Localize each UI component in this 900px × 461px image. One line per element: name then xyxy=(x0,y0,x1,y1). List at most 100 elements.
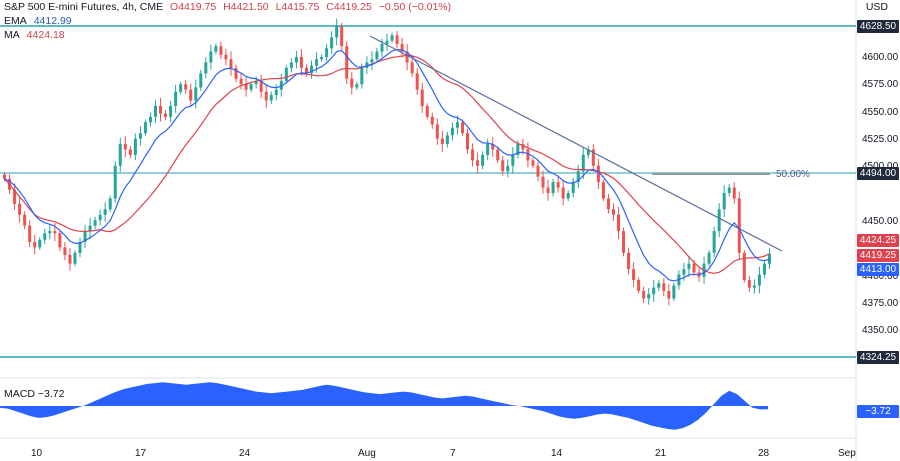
currency-label[interactable]: USD xyxy=(865,1,888,13)
candle-body[interactable] xyxy=(717,209,721,232)
candle-body[interactable] xyxy=(506,165,510,172)
candle-body[interactable] xyxy=(385,40,389,44)
candle-body[interactable] xyxy=(627,252,631,270)
candle-body[interactable] xyxy=(581,154,585,172)
candle-body[interactable] xyxy=(103,209,107,215)
candle-body[interactable] xyxy=(556,182,560,188)
candle-body[interactable] xyxy=(516,144,520,155)
candle-body[interactable] xyxy=(28,225,32,242)
candle-body[interactable] xyxy=(93,220,97,226)
candle-body[interactable] xyxy=(687,263,691,270)
candle-body[interactable] xyxy=(209,51,213,63)
candle-body[interactable] xyxy=(601,182,605,199)
candle-body[interactable] xyxy=(767,253,771,264)
candle-body[interactable] xyxy=(73,252,77,264)
candle-body[interactable] xyxy=(722,192,726,210)
candle-body[interactable] xyxy=(269,95,273,101)
candle-body[interactable] xyxy=(511,154,515,166)
candle-body[interactable] xyxy=(536,165,540,177)
candle-body[interactable] xyxy=(622,231,626,253)
candle-body[interactable] xyxy=(350,78,354,88)
candle-body[interactable] xyxy=(184,84,188,90)
candle-body[interactable] xyxy=(440,138,444,145)
candle-body[interactable] xyxy=(481,154,485,166)
candle-body[interactable] xyxy=(289,62,293,68)
candle-body[interactable] xyxy=(546,187,550,193)
candle-body[interactable] xyxy=(330,37,334,49)
candle-body[interactable] xyxy=(360,67,364,85)
ma-legend[interactable]: MA 4424.18 xyxy=(4,29,65,42)
candle-body[interactable] xyxy=(284,67,288,81)
candle-body[interactable] xyxy=(345,46,349,79)
candle-body[interactable] xyxy=(561,187,565,199)
symbol-title[interactable]: S&P 500 E-mini Futures, 4h, CME xyxy=(4,1,164,13)
candle-body[interactable] xyxy=(325,48,329,58)
candle-body[interactable] xyxy=(657,283,661,288)
candle-body[interactable] xyxy=(304,67,308,74)
candle-body[interactable] xyxy=(435,124,439,139)
candle-body[interactable] xyxy=(174,91,178,106)
candle-body[interactable] xyxy=(616,214,621,232)
candle-body[interactable] xyxy=(551,182,555,193)
candle-body[interactable] xyxy=(133,138,137,155)
candle-body[interactable] xyxy=(662,283,666,291)
trendline[interactable] xyxy=(369,35,783,252)
candle-body[interactable] xyxy=(742,252,746,281)
candle-body[interactable] xyxy=(113,165,117,199)
candle-body[interactable] xyxy=(279,80,283,90)
candle-body[interactable] xyxy=(239,78,243,85)
candle-body[interactable] xyxy=(63,247,67,256)
macd-legend[interactable]: MACD −3.72 xyxy=(4,388,64,400)
candle-body[interactable] xyxy=(491,144,495,150)
candle-body[interactable] xyxy=(33,241,37,248)
candle-body[interactable] xyxy=(747,280,751,288)
candle-body[interactable] xyxy=(164,113,168,117)
candle-body[interactable] xyxy=(83,231,87,242)
candle-body[interactable] xyxy=(762,263,766,275)
candle-body[interactable] xyxy=(254,80,258,85)
candle-body[interactable] xyxy=(143,122,147,134)
candle-body[interactable] xyxy=(667,290,671,299)
candle-body[interactable] xyxy=(214,46,218,52)
candle-body[interactable] xyxy=(78,241,82,253)
candle-body[interactable] xyxy=(571,182,575,193)
candle-body[interactable] xyxy=(204,62,208,74)
candle-body[interactable] xyxy=(460,122,464,134)
candle-body[interactable] xyxy=(199,73,203,88)
candle-body[interactable] xyxy=(365,62,369,68)
candle-body[interactable] xyxy=(430,116,434,125)
candle-body[interactable] xyxy=(712,231,716,253)
candle-body[interactable] xyxy=(566,192,570,199)
candle-body[interactable] xyxy=(148,116,152,123)
candle-body[interactable] xyxy=(425,105,429,117)
candle-body[interactable] xyxy=(496,149,500,161)
candle-body[interactable] xyxy=(244,84,248,90)
candle-body[interactable] xyxy=(88,225,92,232)
candle-body[interactable] xyxy=(320,57,324,60)
ema-legend[interactable]: EMA 4412.99 xyxy=(4,15,72,28)
candle-body[interactable] xyxy=(596,165,600,183)
candle-body[interactable] xyxy=(179,84,183,92)
candle-body[interactable] xyxy=(642,290,646,299)
candle-body[interactable] xyxy=(732,187,736,199)
candle-body[interactable] xyxy=(340,26,344,47)
candle-body[interactable] xyxy=(591,149,595,166)
candle-body[interactable] xyxy=(108,198,112,210)
candle-body[interactable] xyxy=(727,187,731,193)
candle-body[interactable] xyxy=(169,105,173,117)
candle-body[interactable] xyxy=(652,287,656,295)
candle-body[interactable] xyxy=(455,122,459,128)
candle-body[interactable] xyxy=(476,160,480,166)
candle-body[interactable] xyxy=(123,144,127,150)
candle-body[interactable] xyxy=(450,127,454,136)
candle-body[interactable] xyxy=(138,133,142,139)
candle-body[interactable] xyxy=(234,67,238,79)
candle-body[interactable] xyxy=(606,198,610,210)
candle-body[interactable] xyxy=(466,133,470,150)
candle-body[interactable] xyxy=(501,160,505,172)
candle-body[interactable] xyxy=(249,84,253,90)
candle-body[interactable] xyxy=(294,57,298,63)
candle-body[interactable] xyxy=(159,105,163,114)
candle-body[interactable] xyxy=(445,135,449,145)
